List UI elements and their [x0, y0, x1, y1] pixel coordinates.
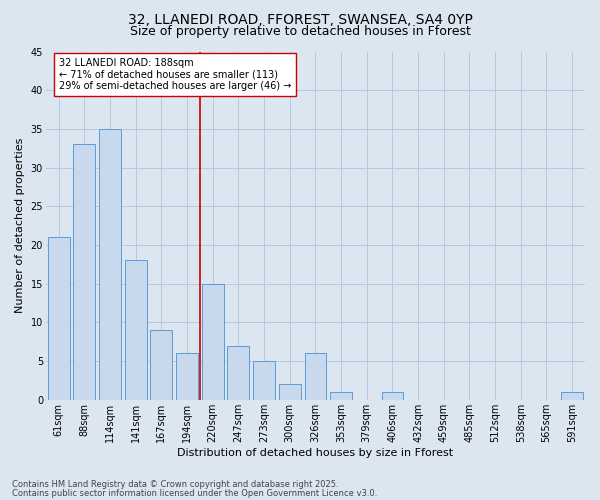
Bar: [176, 354, 198, 400]
Bar: [202, 284, 224, 400]
Y-axis label: Number of detached properties: Number of detached properties: [15, 138, 25, 314]
Text: Size of property relative to detached houses in Fforest: Size of property relative to detached ho…: [130, 25, 470, 38]
Bar: [99, 129, 121, 400]
Bar: [305, 354, 326, 400]
Bar: [73, 144, 95, 400]
Bar: [151, 330, 172, 400]
Bar: [253, 361, 275, 400]
Text: Contains public sector information licensed under the Open Government Licence v3: Contains public sector information licen…: [12, 488, 377, 498]
Bar: [382, 392, 403, 400]
Text: 32, LLANEDI ROAD, FFOREST, SWANSEA, SA4 0YP: 32, LLANEDI ROAD, FFOREST, SWANSEA, SA4 …: [128, 12, 472, 26]
Bar: [279, 384, 301, 400]
Bar: [561, 392, 583, 400]
Bar: [125, 260, 146, 400]
X-axis label: Distribution of detached houses by size in Fforest: Distribution of detached houses by size …: [178, 448, 454, 458]
Bar: [48, 238, 70, 400]
Text: Contains HM Land Registry data © Crown copyright and database right 2025.: Contains HM Land Registry data © Crown c…: [12, 480, 338, 489]
Bar: [227, 346, 250, 400]
Text: 32 LLANEDI ROAD: 188sqm
← 71% of detached houses are smaller (113)
29% of semi-d: 32 LLANEDI ROAD: 188sqm ← 71% of detache…: [59, 58, 291, 91]
Bar: [330, 392, 352, 400]
